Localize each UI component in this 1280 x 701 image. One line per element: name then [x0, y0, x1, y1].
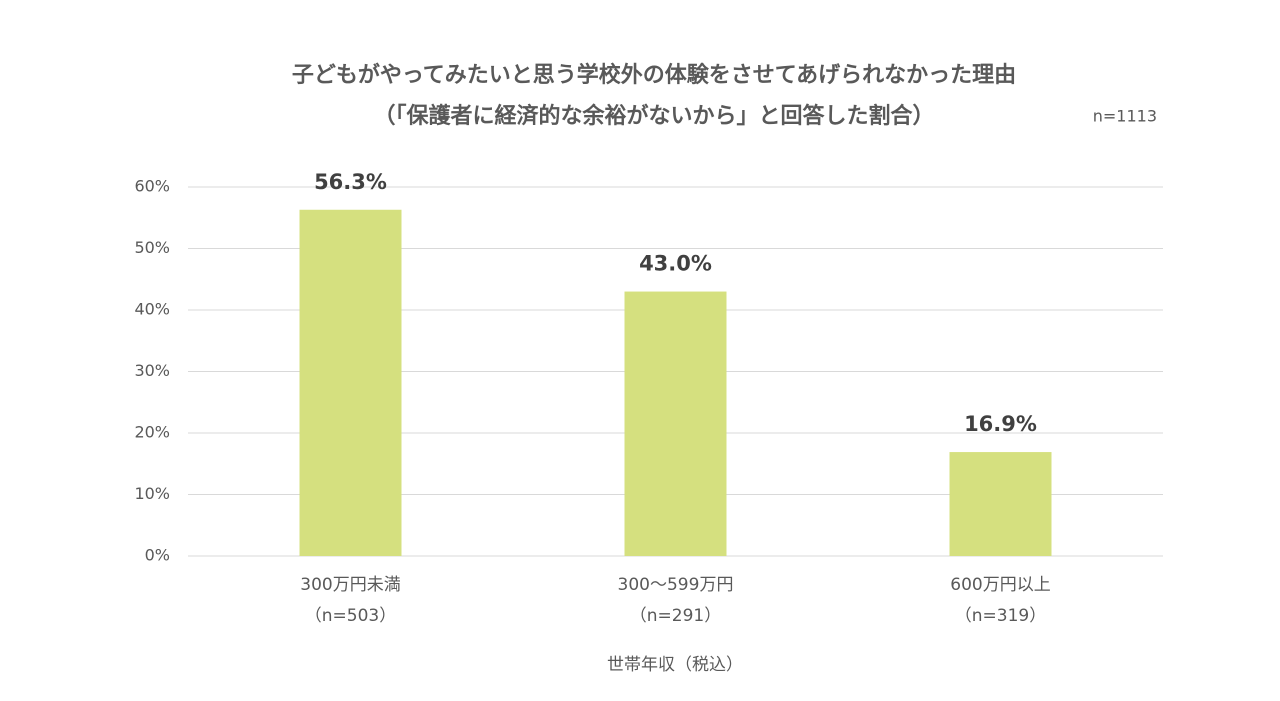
y-tick-label: 30%	[134, 361, 170, 380]
x-tick-label: （n=291）	[630, 606, 721, 626]
bar	[949, 452, 1052, 556]
x-tick-label: 300万円未満	[300, 575, 400, 595]
y-tick-label: 20%	[134, 423, 170, 442]
x-tick-label: 300〜599万円	[618, 575, 734, 595]
value-label: 56.3%	[314, 170, 387, 194]
value-label: 43.0%	[639, 252, 712, 276]
y-tick-label: 0%	[145, 546, 170, 565]
x-axis-label: 世帯年収（税込）	[607, 655, 743, 675]
x-tick-label: （n=503）	[305, 606, 396, 626]
y-tick-label: 10%	[134, 484, 170, 503]
x-tick-label: 600万円以上	[950, 575, 1050, 595]
y-tick-label: 50%	[134, 238, 170, 257]
y-tick-label: 40%	[134, 300, 170, 319]
chart-title: 子どもがやってみたいと思う学校外の体験をさせてあげられなかった理由	[292, 62, 1016, 88]
y-tick-label: 60%	[134, 177, 170, 196]
chart-subtitle: （「保護者に経済的な余裕がないから」と回答した割合）	[373, 103, 934, 129]
bar	[299, 209, 402, 556]
bar	[624, 291, 727, 556]
x-tick-label: （n=319）	[955, 606, 1046, 626]
value-label: 16.9%	[964, 412, 1037, 436]
sample-note: n=1113	[1093, 107, 1157, 126]
